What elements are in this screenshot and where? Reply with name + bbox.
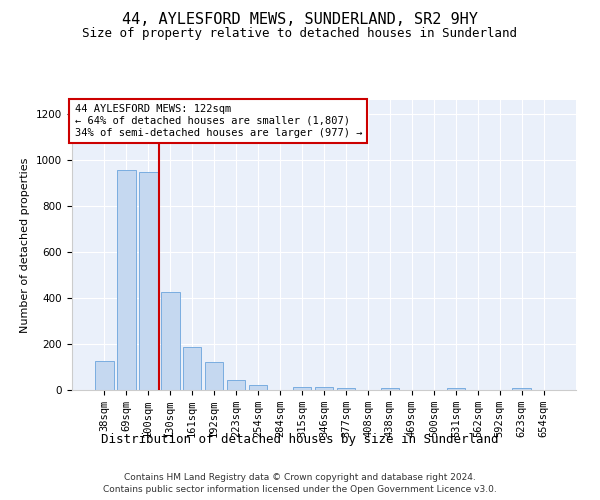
Bar [314, 386, 334, 390]
Bar [117, 170, 136, 390]
Bar [249, 386, 268, 390]
Bar [183, 348, 202, 390]
Bar [293, 386, 311, 390]
Bar [380, 388, 399, 390]
Bar [161, 292, 179, 390]
Y-axis label: Number of detached properties: Number of detached properties [20, 158, 31, 332]
Text: Size of property relative to detached houses in Sunderland: Size of property relative to detached ho… [83, 28, 517, 40]
Text: 44 AYLESFORD MEWS: 122sqm
← 64% of detached houses are smaller (1,807)
34% of se: 44 AYLESFORD MEWS: 122sqm ← 64% of detac… [74, 104, 362, 138]
Bar [512, 388, 531, 390]
Bar [446, 388, 465, 390]
Bar [95, 361, 113, 390]
Bar [227, 380, 245, 390]
Text: Distribution of detached houses by size in Sunderland: Distribution of detached houses by size … [101, 432, 499, 446]
Text: Contains HM Land Registry data © Crown copyright and database right 2024.: Contains HM Land Registry data © Crown c… [124, 472, 476, 482]
Text: 44, AYLESFORD MEWS, SUNDERLAND, SR2 9HY: 44, AYLESFORD MEWS, SUNDERLAND, SR2 9HY [122, 12, 478, 28]
Bar [337, 388, 355, 390]
Bar [139, 172, 158, 390]
Bar [205, 362, 223, 390]
Text: Contains public sector information licensed under the Open Government Licence v3: Contains public sector information licen… [103, 485, 497, 494]
